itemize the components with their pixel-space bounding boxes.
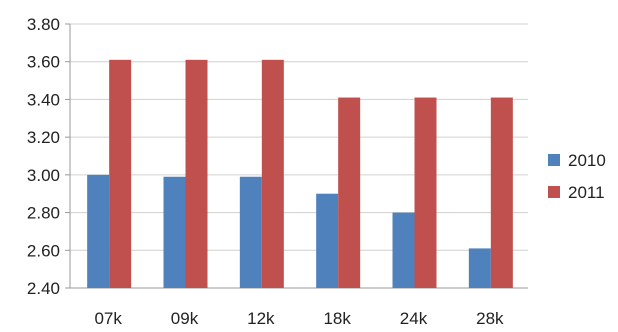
- bar-2010-18k: [316, 193, 339, 288]
- y-axis-ticks: 2.40 2.60 2.80 3.00 3.20 3.40 3.60 3.80: [27, 15, 60, 298]
- x-tick-label: 12k: [247, 309, 275, 328]
- bar-2011-24k: [414, 97, 437, 289]
- y-tick-label: 2.80: [27, 204, 60, 223]
- y-tick-label: 3.60: [27, 53, 60, 72]
- bar-2010-28k: [468, 248, 491, 288]
- x-tick-label: 28k: [476, 309, 504, 328]
- gridlines: [65, 23, 528, 289]
- bar-2010-24k: [392, 212, 415, 288]
- x-axis-ticks: 07k 09k 12k 18k 24k 28k: [94, 309, 504, 328]
- x-tick-label: 18k: [323, 309, 351, 328]
- bar-2011-18k: [338, 97, 361, 289]
- bar-2011-07k: [109, 59, 132, 289]
- y-tick-label: 3.00: [27, 166, 60, 185]
- legend-label: 2010: [568, 151, 606, 170]
- x-tick-label: 09k: [171, 309, 199, 328]
- y-tick-label: 3.40: [27, 90, 60, 109]
- bar-2011-28k: [490, 97, 513, 289]
- y-tick-label: 2.60: [27, 241, 60, 260]
- y-tick-label: 3.80: [27, 15, 60, 34]
- x-tick-label: 07k: [94, 309, 122, 328]
- x-tick-label: 24k: [400, 309, 428, 328]
- y-tick-label: 2.40: [27, 279, 60, 298]
- legend-label: 2011: [568, 183, 605, 202]
- legend-swatch-2010: [548, 154, 560, 166]
- bar-2011-09k: [185, 59, 208, 289]
- y-tick-label: 3.20: [27, 128, 60, 147]
- bar-2011-12k: [261, 59, 284, 289]
- legend: 2010 2011: [548, 151, 606, 202]
- bar-2010-07k: [87, 174, 110, 288]
- bar-2010-09k: [163, 176, 186, 288]
- bars: [87, 59, 513, 289]
- legend-swatch-2011: [548, 186, 560, 198]
- bar-2010-12k: [239, 176, 262, 288]
